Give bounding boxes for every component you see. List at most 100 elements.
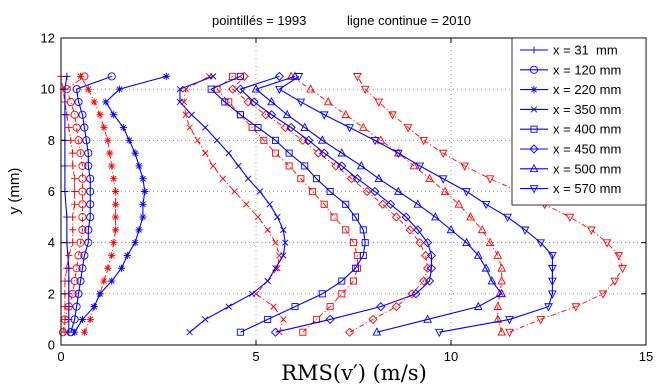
series-2010-point-triangle-up [372,327,382,336]
series-2010-point-circle [86,174,95,183]
series-2010-point-triangle-up [481,263,491,272]
series-2010-point-diamond [424,276,435,286]
series-1993-point-triangle-down [614,252,624,261]
series-2010-point-diamond [304,135,314,145]
series-1993-point-square [260,136,268,144]
series-2010-point-triangle-up [446,224,456,234]
series-2010-point-triangle-down [503,213,512,223]
series-2010-point-square [351,264,359,272]
series-1993-point-triangle-down [438,149,448,159]
series-1993-point-triangle-up [493,250,503,259]
series-1993-point-x [182,111,189,118]
series-1993-point-triangle-down [618,264,627,274]
series-2010-point-square [359,251,367,259]
series-2010-line-triangle-down [278,75,553,333]
series-2010-point-diamond [426,263,437,273]
series-1993-point-triangle-down [460,162,469,171]
series-1993-point-triangle-down [353,73,362,82]
series-1993-point-square [299,328,307,336]
series-1993-point-plus [71,200,79,208]
series-2010-point-diamond [249,97,259,107]
legend-marker-square [530,125,538,133]
series-2010-point-asterisk [139,213,147,221]
legend-marker-triangle-down [529,185,539,194]
series-1993-point-circle [74,251,83,260]
series-2010-point-square [342,200,350,208]
series-1993-point-circle [72,264,81,273]
series-2010-point-x [256,188,264,195]
series-1993-point-plus [71,175,79,183]
series-2010-point-circle [80,251,89,260]
series-2010-point-x [280,252,287,259]
chart-title-right: ligne continue = 2010 [347,13,471,28]
series-2010-point-triangle-down [294,73,304,82]
series-1993-point-triangle-up [497,276,507,285]
series-1993-point-x [219,175,227,182]
series-2010-point-circle [82,136,91,145]
series-1993-point-square [326,303,334,311]
series-2010-point-triangle-down [345,124,354,133]
series-1993-point-square [330,213,338,221]
x-axis-title: RMS(v′) (m/s) [281,361,427,385]
series-2010-point-triangle-down [481,200,491,210]
series-1993-point-asterisk [90,98,98,106]
series-2010-point-square [361,239,369,247]
series-2010-point-square [254,124,262,132]
series-1993-point-asterisk [106,149,114,157]
series-2010-point-diamond [319,148,329,158]
series-1993-point-x [274,265,281,272]
series-2010-point-triangle-down [462,188,471,197]
series-2010-point-circle [70,315,79,324]
series-1993-point-square [271,149,280,157]
series-2010-point-square [338,277,346,285]
series-1993-point-circle [74,136,83,145]
series-2010-point-triangle-up [267,97,276,106]
series-1993-point-x [270,303,277,310]
series-2010-point-triangle-up [337,148,347,157]
series-1993-line-square [216,76,358,333]
series-1993-line-circle [62,76,85,333]
series-1993-point-circle [64,302,73,311]
series-2010-point-triangle-up [251,84,261,93]
legend-marker-circle [529,65,539,74]
series-2010-point-asterisk [123,251,131,260]
series-1993-point-triangle-up [454,199,464,208]
series-2010-point-asterisk [102,98,110,106]
series-2010-point-circle [76,276,85,286]
series-2010-point-x [213,137,221,144]
series-1993-point-triangle-down [388,111,397,120]
series-2010-point-diamond [274,71,284,81]
series-1993-point-square [342,226,350,234]
series-2010-point-triangle-down [548,264,557,274]
series-2010-point-diamond [385,199,396,209]
series-2010-point-asterisk [119,123,127,132]
legend-label: x = 570 mm [553,181,621,196]
series-2010-point-triangle-down [415,162,425,171]
series-2010-point-triangle-up [374,173,384,183]
series-1993-point-triangle-up [477,224,487,234]
y-tick-label: 10 [41,82,55,97]
series-1993-point-asterisk [96,111,104,119]
series-2010-point-diamond [286,122,296,133]
series-1993-point-triangle-down [403,124,413,133]
series-2010-point-triangle-up [497,288,507,298]
series-2010-point-square [264,315,272,323]
y-tick-label: 0 [48,338,55,353]
series-1993-point-diamond [407,289,417,299]
x-tick-label: 0 [57,349,64,364]
series-1993-point-asterisk [104,136,112,144]
series-1993-point-diamond [423,263,433,273]
series-1993-point-x [264,226,271,234]
series-1993-point-asterisk [110,175,118,183]
series-2010-point-triangle-down [319,111,329,120]
series-2010-point-diamond [370,186,380,197]
y-tick-label: 12 [41,31,55,46]
series-2010-point-diamond [235,84,245,94]
x-tick-label: 5 [252,349,259,364]
series-2010-point-asterisk [139,175,147,183]
series-2010-point-asterisk [135,226,143,234]
series-2010-point-asterisk [96,290,104,298]
series-2010-point-triangle-down [548,290,557,299]
legend-marker-x [530,106,538,113]
